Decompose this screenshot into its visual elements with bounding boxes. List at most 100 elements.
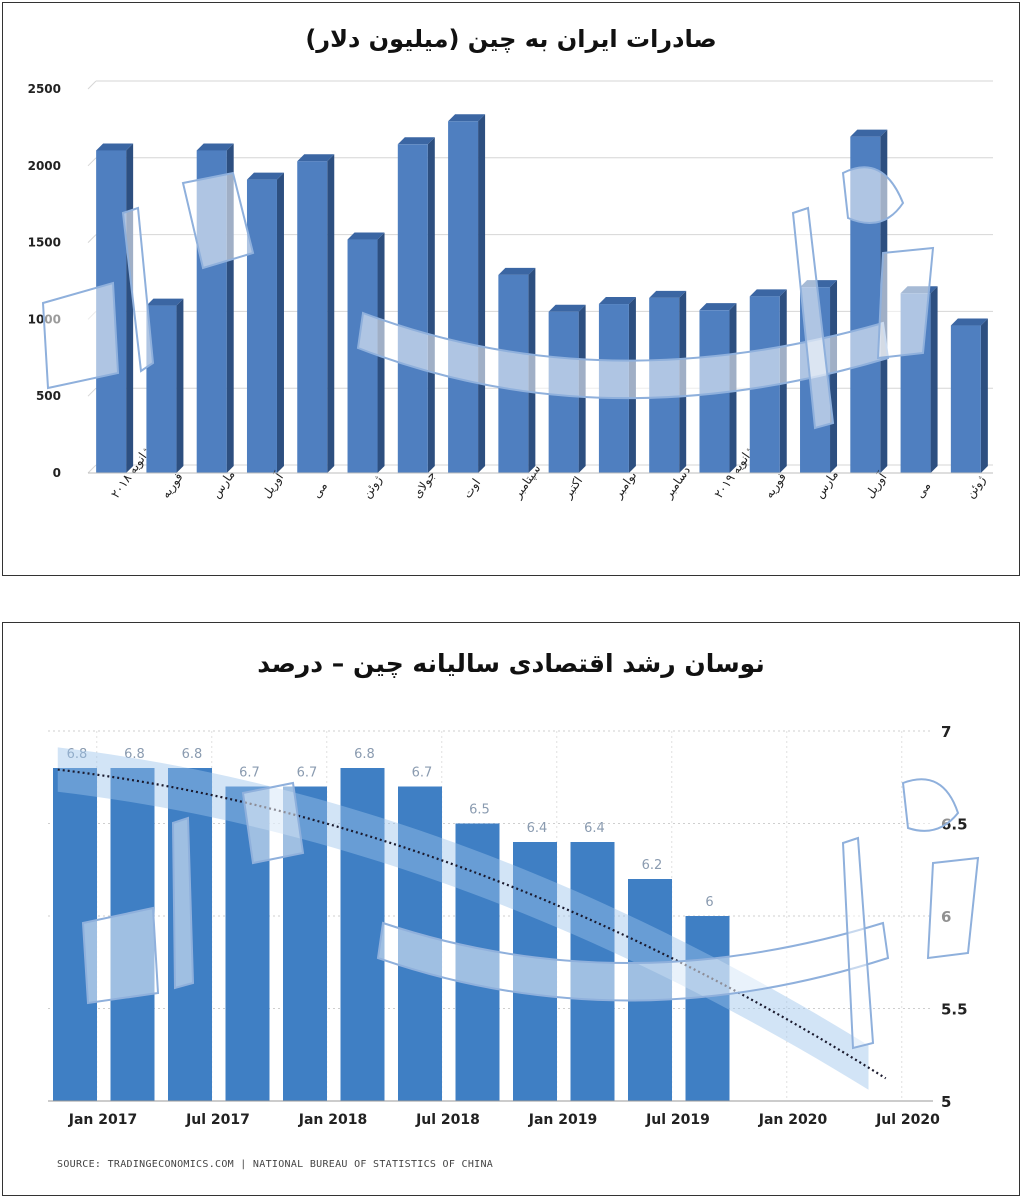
source-note: SOURCE: TRADINGECONOMICS.COM | NATIONAL … <box>57 1159 494 1170</box>
x-tick-label: Jan 2019 <box>528 1112 597 1128</box>
bar-side <box>930 286 938 473</box>
gridline-depth <box>87 157 97 167</box>
bar-top <box>246 172 284 180</box>
y-tick-label: 5 <box>941 1093 951 1111</box>
bar-side <box>377 232 385 473</box>
chart-title: نوسان رشد اقتصادی سالیانه چین – درصد <box>257 649 765 678</box>
bar <box>448 121 479 474</box>
bar <box>53 768 97 1101</box>
bar-side <box>830 280 838 473</box>
bar <box>649 297 680 473</box>
bar <box>96 150 127 473</box>
bar-top <box>196 143 234 151</box>
bar-side <box>528 267 536 473</box>
bar-top <box>548 304 586 312</box>
x-tick-label: ژوئن <box>360 473 386 501</box>
bar-top <box>146 298 184 306</box>
gridline-depth <box>87 387 97 397</box>
gdp-growth-bar-chart: 5 5.5 6 6.5 7 6.8 6.8 6.8 6.7 6.7 6.8 6.7 6.5 6.4 6.4 6… <box>48 723 968 1128</box>
x-tick-label: آوریل <box>258 469 287 501</box>
bar-top <box>498 267 536 275</box>
x-tick-label: ژوئن <box>963 473 989 501</box>
gridline-depth <box>87 311 97 320</box>
bar <box>699 310 730 473</box>
data-label: 6 <box>705 895 713 910</box>
bar <box>749 296 780 473</box>
bar-top <box>297 154 335 162</box>
bar <box>800 287 831 473</box>
x-tick-label: اکتبر <box>560 474 586 502</box>
bar-side <box>980 318 988 473</box>
y-tick-label: 500 <box>36 389 61 403</box>
bar-side <box>478 114 486 474</box>
x-tick-label: آوریل <box>861 469 890 501</box>
data-label: 6.2 <box>642 858 663 873</box>
x-tick-label: Jan 2017 <box>68 1112 137 1128</box>
bar <box>950 325 981 473</box>
bar <box>548 311 579 473</box>
bar <box>297 161 328 473</box>
data-label: 6.8 <box>124 747 145 762</box>
bar <box>347 239 378 473</box>
gridline-depth <box>87 80 97 90</box>
gridline-depth <box>87 234 97 243</box>
bar-top <box>397 137 435 145</box>
bar-top <box>96 143 134 151</box>
bar-top <box>699 303 737 311</box>
bar-top <box>347 232 385 240</box>
bar-top <box>598 297 636 305</box>
bar <box>628 879 672 1101</box>
bar <box>900 293 931 473</box>
bar-side <box>327 154 335 473</box>
bar-top <box>950 318 988 326</box>
y-tick-label: 0 <box>53 466 61 480</box>
data-label: 6.4 <box>584 821 605 836</box>
bar-side <box>276 172 284 473</box>
y-tick-label: 6.5 <box>941 816 968 834</box>
chart-panel-exports: صادرات ایران به چین (میلیون دلار) 0 500 10… <box>2 2 1020 576</box>
data-label: 6.8 <box>354 747 375 762</box>
data-label: 6.7 <box>412 766 433 781</box>
y-tick-label: 2500 <box>28 82 61 96</box>
data-label: 6.7 <box>297 766 318 781</box>
chart-title: صادرات ایران به چین (میلیون دلار) <box>305 25 717 53</box>
bar <box>498 274 529 473</box>
x-tick-label: Jul 2017 <box>185 1112 250 1128</box>
bar <box>225 786 270 1101</box>
data-label: 6.5 <box>469 803 490 818</box>
bar-side <box>427 137 435 473</box>
bar <box>196 150 227 473</box>
bar <box>570 842 615 1101</box>
data-label: 6.8 <box>67 747 88 762</box>
bar <box>397 144 428 473</box>
y-tick-label: 7 <box>941 723 951 741</box>
bar <box>246 179 277 473</box>
x-tick-label: Jul 2018 <box>415 1112 480 1128</box>
y-tick-label: 1500 <box>28 236 61 250</box>
x-tick-label: فوریه <box>762 470 790 501</box>
x-tick-label: فوریه <box>158 470 186 501</box>
y-tick-label: 6 <box>941 908 951 926</box>
bar-side <box>880 129 888 473</box>
x-tick-label: Jan 2020 <box>758 1112 828 1128</box>
y-tick-label: 5.5 <box>941 1001 968 1019</box>
bar-top <box>448 114 486 122</box>
gridline-depth <box>87 464 97 474</box>
bar <box>110 768 155 1101</box>
bar <box>598 304 629 473</box>
bar-side <box>729 303 737 473</box>
bar <box>146 305 177 473</box>
bar-side <box>578 304 586 473</box>
y-tick-label: 2000 <box>28 159 61 173</box>
x-tick-label: می <box>309 479 330 500</box>
bar-top <box>850 129 888 137</box>
data-label: 6.4 <box>527 821 548 836</box>
bar-top <box>649 290 687 298</box>
data-label: 6.7 <box>239 766 260 781</box>
bar-side <box>779 289 787 473</box>
data-label: 6.8 <box>182 747 203 762</box>
x-tick-label: Jul 2019 <box>645 1112 710 1128</box>
bar-side <box>628 297 636 473</box>
bar-side <box>226 143 234 473</box>
